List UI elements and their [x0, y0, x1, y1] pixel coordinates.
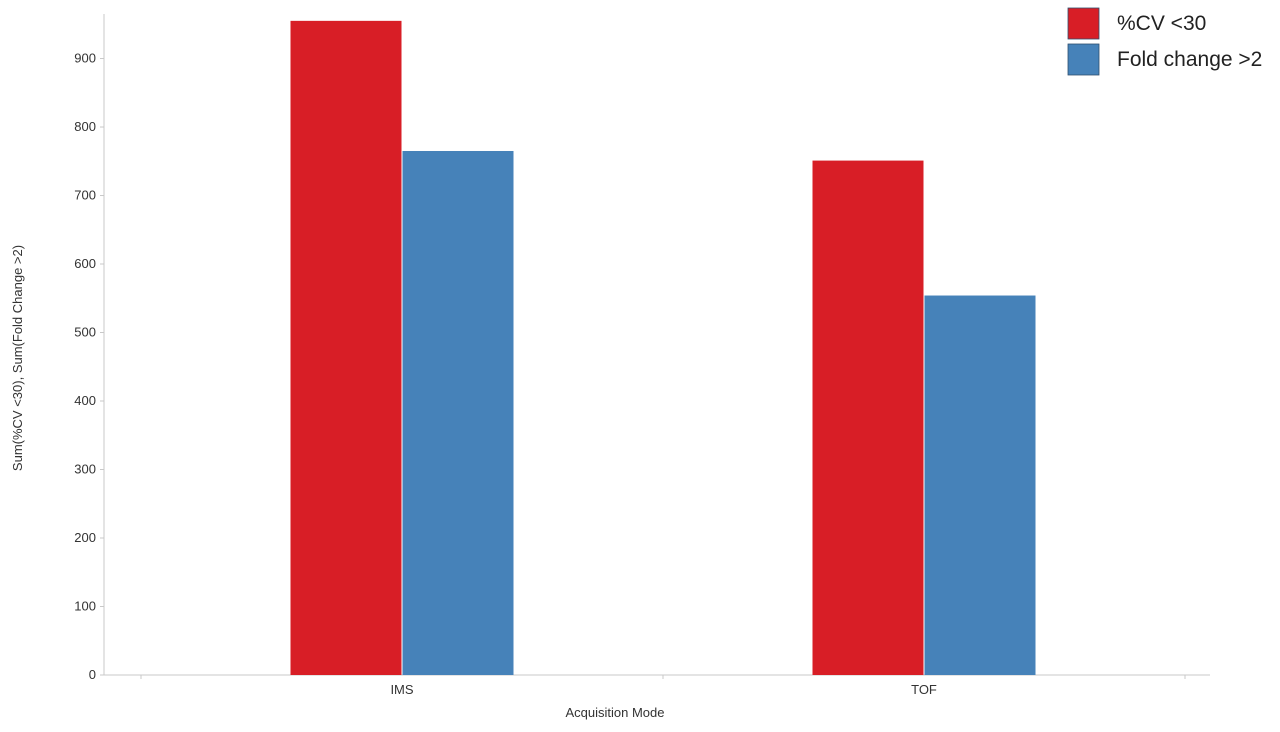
- x-axis-title: Acquisition Mode: [566, 705, 665, 720]
- legend: %CV <30 Fold change >2: [1067, 7, 1262, 76]
- legend-swatch: [1067, 7, 1100, 40]
- legend-label: %CV <30: [1117, 12, 1206, 35]
- y-tick-label: 100: [74, 599, 96, 614]
- y-tick-label: 300: [74, 462, 96, 477]
- bar: [924, 295, 1036, 675]
- x-tick-label: IMS: [390, 682, 413, 697]
- y-tick-label: 600: [74, 256, 96, 271]
- y-tick-label: 200: [74, 530, 96, 545]
- y-axis-title: Sum(%CV <30), Sum(Fold Change >2): [10, 245, 25, 471]
- bar: [290, 20, 402, 676]
- legend-label: Fold change >2: [1117, 48, 1262, 71]
- bar: [402, 150, 514, 675]
- x-tick-label: TOF: [911, 682, 937, 697]
- y-tick-label: 0: [89, 667, 96, 682]
- axes: [103, 14, 1210, 676]
- bar: [812, 160, 924, 675]
- bar-group: [290, 20, 1036, 676]
- y-tick-label: 500: [74, 325, 96, 340]
- y-tick-label: 400: [74, 393, 96, 408]
- y-tick-label: 700: [74, 188, 96, 203]
- y-tick-group: 0 100 200 300 400 500 600 700 800 900: [74, 51, 104, 682]
- y-tick-label: 800: [74, 119, 96, 134]
- legend-swatch: [1067, 43, 1100, 76]
- x-tick-group: IMS TOF: [140, 675, 1186, 697]
- y-tick-label: 900: [74, 51, 96, 66]
